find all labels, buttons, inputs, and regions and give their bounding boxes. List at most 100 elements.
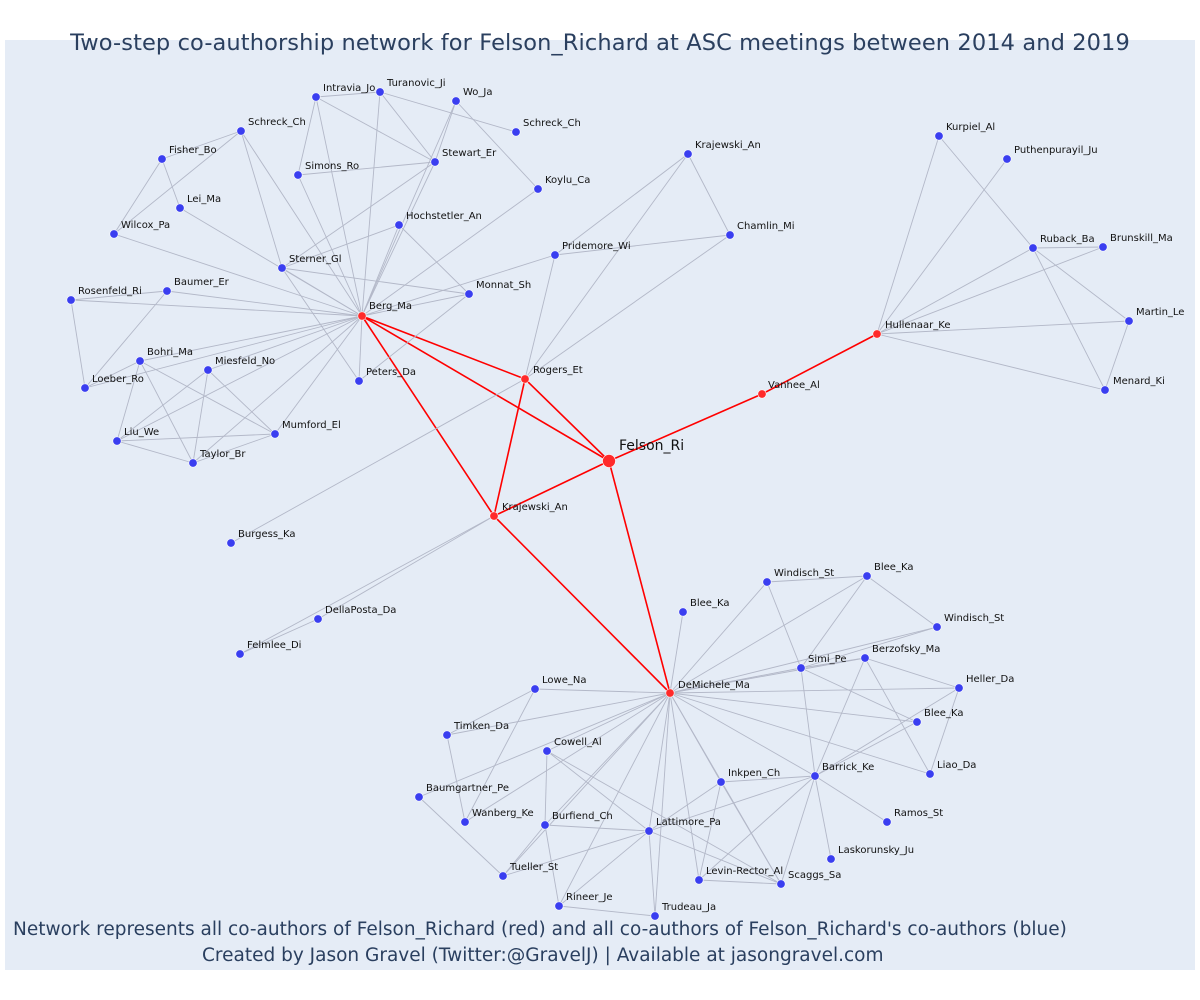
node-fisher[interactable] [157,154,167,164]
node-berzofsky[interactable] [860,653,870,663]
node-wanberg[interactable] [460,817,470,827]
node-peters[interactable] [354,376,364,386]
node-liao[interactable] [925,769,935,779]
node-demichele[interactable] [665,688,675,698]
node-lowe[interactable] [530,684,540,694]
node-martin[interactable] [1124,316,1134,326]
node-hochstetler[interactable] [394,220,404,230]
node-wilcox[interactable] [109,229,119,239]
node-burgess[interactable] [226,538,236,548]
edge-vanhee-hullenaar [761,333,878,395]
node-label-lei: Lei_Ma [187,194,221,205]
node-label-monnat: Monnat_Sh [476,280,531,291]
node-berg[interactable] [357,311,367,321]
node-loeber[interactable] [80,383,90,393]
node-levinrector[interactable] [694,875,704,885]
node-felmlee[interactable] [235,649,245,659]
node-laskorunsky[interactable] [826,854,836,864]
edge-inkpen-scaggs [720,781,782,885]
node-blee2[interactable] [678,607,688,617]
node-windisch1[interactable] [762,577,772,587]
node-monnat[interactable] [464,289,474,299]
node-dellaposta[interactable] [313,614,323,624]
edge-demichele-barrick [669,692,816,777]
node-taylor[interactable] [188,458,198,468]
node-tueller[interactable] [498,871,508,881]
node-wo[interactable] [451,96,461,106]
node-scaggs[interactable] [776,879,786,889]
node-miesfeld[interactable] [203,365,213,375]
node-label-sterner: Sterner_Gl [289,254,342,265]
edge-felson-rogers [524,378,610,462]
edge-schreck1-fisher [161,130,242,160]
edge-demichele-blee3 [669,692,918,723]
node-krajewski_r[interactable] [489,511,499,521]
node-puthenpurayil[interactable] [1002,154,1012,164]
node-schreck1[interactable] [236,126,246,136]
node-mumford[interactable] [270,429,280,439]
edge-berg-monnat [361,293,470,317]
node-label-intravia: Intravia_Jo [323,83,375,94]
node-ruback[interactable] [1028,243,1038,253]
node-label-trudeau: Trudeau_Ja [661,902,716,913]
node-barrick[interactable] [810,771,820,781]
node-rogers[interactable] [520,374,530,384]
node-koylu[interactable] [533,184,543,194]
node-menard[interactable] [1100,385,1110,395]
node-turanovic[interactable] [375,87,385,97]
node-brunskill[interactable] [1098,242,1108,252]
edge-krajewski_b-chamlin [687,153,731,236]
node-rineer[interactable] [554,901,564,911]
node-simons[interactable] [293,170,303,180]
node-schreck2[interactable] [511,127,521,137]
node-label-lattimore: Lattimore_Pa [656,817,721,828]
node-baumgartner[interactable] [414,792,424,802]
node-blee3[interactable] [912,717,922,727]
node-label-menard: Menard_Ki [1113,376,1165,387]
node-timken[interactable] [442,730,452,740]
node-lattimore[interactable] [644,826,654,836]
node-simi[interactable] [796,663,806,673]
node-hullenaar[interactable] [872,329,882,339]
edge-felson-berg [361,315,610,462]
edge-berg-intravia [315,96,363,317]
node-vanhee[interactable] [757,389,767,399]
edge-inkpen-lattimore [648,781,722,832]
node-lei[interactable] [175,203,185,213]
edge-rogers-krajewski_b [524,153,689,380]
node-krajewski_b[interactable] [683,149,693,159]
node-label-kurpiel: Kurpiel_Al [946,122,995,133]
node-chamlin[interactable] [725,230,735,240]
edge-barrick-scaggs [780,775,816,885]
node-stewart[interactable] [430,157,440,167]
node-label-wo: Wo_Ja [463,87,493,98]
node-windisch2[interactable] [932,622,942,632]
edge-wo-stewart [434,100,457,163]
node-bohri[interactable] [135,356,145,366]
node-felson[interactable] [602,454,616,468]
node-cowell[interactable] [542,746,552,756]
node-burfiend[interactable] [540,820,550,830]
node-pridemore[interactable] [550,250,560,260]
node-liu[interactable] [112,436,122,446]
node-inkpen[interactable] [716,777,726,787]
edge-simi-windisch2 [800,626,938,669]
node-label-blee2: Blee_Ka [690,598,729,609]
node-label-bohri: Bohri_Ma [147,347,193,358]
edge-demichele-trudeau [654,692,671,917]
edge-berzofsky-liao [864,657,931,775]
edge-berg-krajewski_r [361,315,495,517]
node-kurpiel[interactable] [934,131,944,141]
node-sterner[interactable] [277,263,287,273]
node-label-fisher: Fisher_Bo [169,145,217,156]
node-blee1[interactable] [862,571,872,581]
node-trudeau[interactable] [650,911,660,921]
node-ramos[interactable] [882,817,892,827]
node-heller[interactable] [954,683,964,693]
edge-pridemore-krajewski_b [554,153,689,256]
node-baumer[interactable] [162,286,172,296]
node-label-miesfeld: Miesfeld_No [215,356,275,367]
node-intravia[interactable] [311,92,321,102]
edge-demichele-liao [669,692,931,775]
node-rosenfeld[interactable] [66,295,76,305]
